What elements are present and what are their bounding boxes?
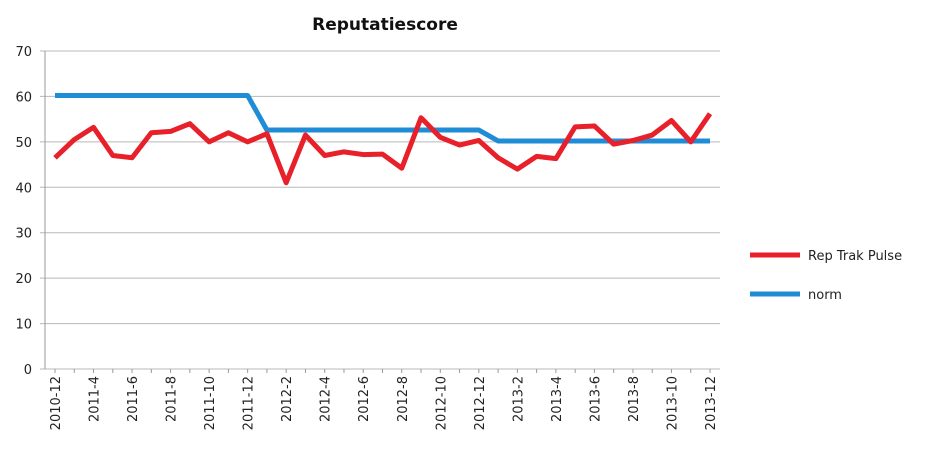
legend-label: norm bbox=[808, 288, 842, 303]
x-tick-label: 2013-4 bbox=[550, 376, 565, 422]
chart-title: Reputatiescore bbox=[312, 15, 458, 35]
y-tick-label: 50 bbox=[15, 136, 32, 151]
x-tick-label: 2013-12 bbox=[704, 376, 719, 430]
x-tick-label: 2013-2 bbox=[511, 376, 526, 422]
y-tick-label: 10 bbox=[15, 318, 32, 333]
x-tick-label: 2012-12 bbox=[473, 376, 488, 430]
x-tick-label: 2011-6 bbox=[126, 376, 141, 422]
line-series bbox=[55, 93, 710, 144]
x-tick-label: 2010-12 bbox=[49, 376, 64, 430]
legend-label: Rep Trak Pulse bbox=[808, 249, 902, 264]
x-tick-label: 2013-6 bbox=[588, 376, 603, 422]
y-tick-label: 40 bbox=[15, 181, 32, 196]
y-tick-label: 70 bbox=[15, 45, 32, 60]
x-tick-label: 2013-8 bbox=[627, 376, 642, 422]
y-tick-label: 20 bbox=[15, 272, 32, 287]
y-tick-label: 60 bbox=[15, 90, 32, 105]
x-tick-label: 2012-10 bbox=[434, 376, 449, 430]
y-tick-label: 0 bbox=[24, 363, 32, 378]
x-tick-label: 2012-6 bbox=[357, 376, 372, 422]
x-tick-label: 2011-4 bbox=[88, 376, 103, 422]
x-tick-label: 2012-2 bbox=[280, 376, 295, 422]
line-series bbox=[53, 112, 713, 186]
x-tick-label: 2011-8 bbox=[165, 376, 180, 422]
x-tick-label: 2012-8 bbox=[396, 376, 411, 422]
x-tick-label: 2011-12 bbox=[242, 376, 257, 430]
x-tick-label: 2013-10 bbox=[665, 376, 680, 430]
y-tick-label: 30 bbox=[15, 227, 32, 242]
x-tick-label: 2012-4 bbox=[319, 376, 334, 422]
x-tick-label: 2011-10 bbox=[203, 376, 218, 430]
